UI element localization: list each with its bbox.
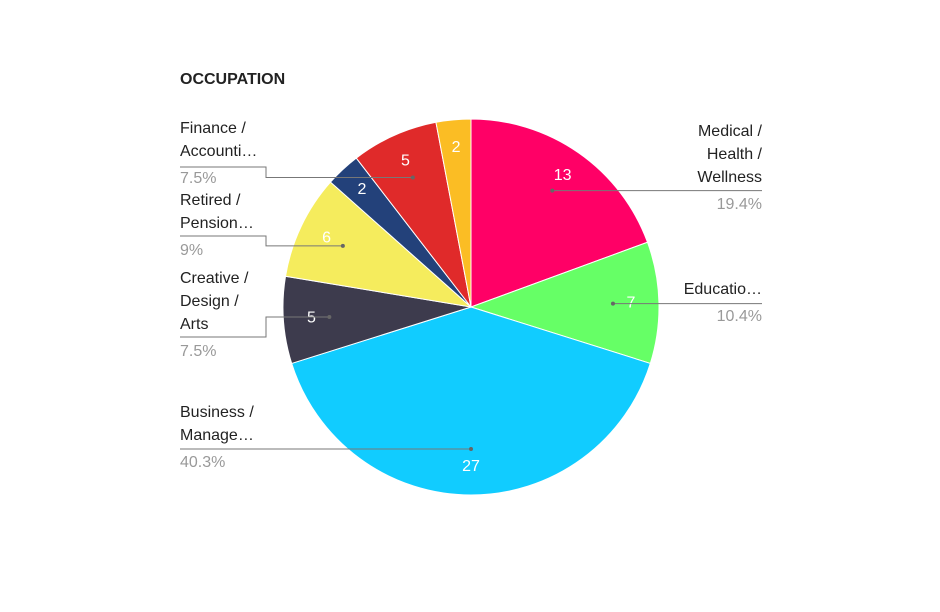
percent-label: 10.4% [717, 308, 762, 325]
percent-label: 7.5% [180, 343, 216, 360]
slice-label: Medical / [698, 123, 763, 140]
pie-slice [291, 306, 651, 496]
percent-label: 19.4% [717, 196, 762, 213]
leader-dot [469, 447, 473, 451]
slice-value-label: 27 [462, 458, 480, 475]
leader-dot [610, 301, 615, 306]
pie-slice [469, 241, 660, 365]
percent-label: 9% [180, 242, 203, 259]
percent-label: 7.5% [180, 170, 216, 187]
slice-label: Health / [707, 146, 763, 163]
leader-dot [340, 243, 345, 248]
leader-line [180, 316, 330, 338]
slice-value-label: 6 [322, 229, 331, 246]
slice-value-label: 5 [401, 152, 410, 169]
percent-label: 40.3% [180, 454, 225, 471]
slice-value-label: 7 [627, 294, 636, 311]
pie-slice [470, 118, 649, 308]
chart-title: OCCUPATION [180, 71, 285, 88]
slice-value-label: 2 [452, 139, 461, 156]
leader-dot [550, 188, 555, 193]
slice-value-label: 5 [307, 309, 316, 326]
leader-line [180, 166, 413, 178]
slice-label: Wellness [697, 169, 762, 186]
leader-dot [327, 314, 332, 319]
slice-value-label: 13 [554, 167, 572, 184]
slice-label: Arts [180, 316, 208, 333]
slice-label: Design / [180, 293, 239, 310]
slice-label: Finance / [180, 120, 246, 137]
leader-line [180, 235, 343, 247]
slice-value-label: 2 [357, 181, 366, 198]
slice-label: Retired / [180, 192, 241, 209]
slice-label: Educatio… [684, 281, 762, 298]
slice-label: Accounti… [180, 143, 257, 160]
pie-slice [284, 181, 473, 308]
slice-label: Creative / [180, 270, 249, 287]
leader-dot [410, 175, 415, 180]
slice-label: Business / [180, 404, 254, 421]
slice-label: Pension… [180, 215, 254, 232]
pie-slice [435, 118, 472, 308]
slice-label: Manage… [180, 427, 254, 444]
